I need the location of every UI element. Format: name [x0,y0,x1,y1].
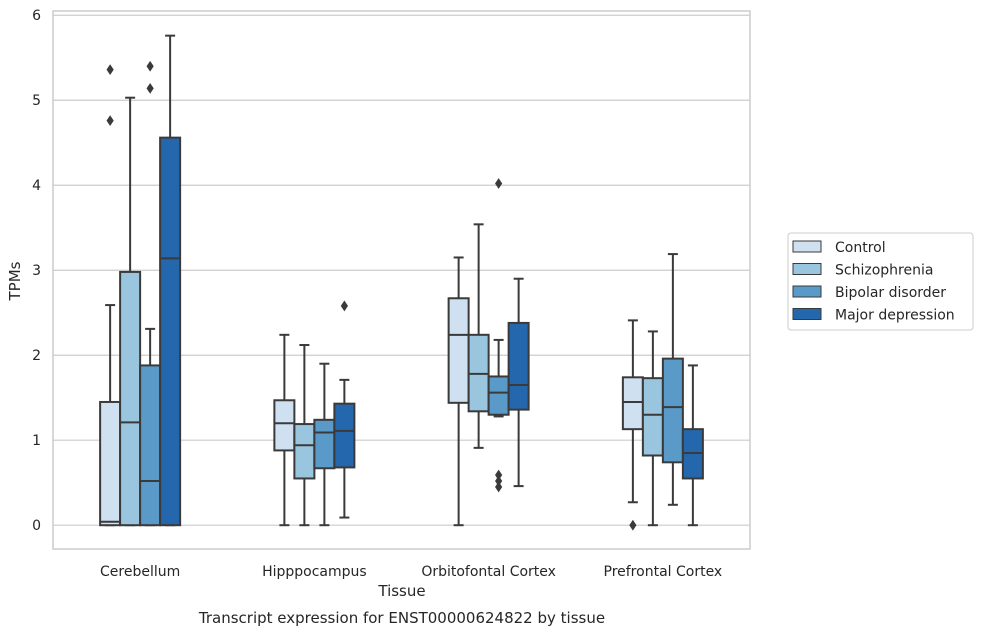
box-group [621,253,704,531]
box [681,364,704,527]
box [333,300,356,519]
legend-item: Schizophrenia [792,263,933,279]
legend-frame [787,232,974,331]
legend-label: Bipolar disorder [835,285,946,301]
legend-label: Schizophrenia [835,263,933,279]
y-tick-label: 3 [32,263,41,279]
legend-item: Control [792,240,886,256]
y-tick-label: 4 [32,178,41,194]
box-groups [99,34,704,531]
box-body [293,423,316,480]
box [139,60,162,527]
legend-swatch [792,263,822,275]
outlier-point [106,64,114,76]
box [487,178,510,493]
legend-label: Major depression [835,308,955,324]
box-body [119,270,142,527]
legend-swatch [792,285,822,298]
chart-caption: Transcript expression for ENST0000062482… [198,609,605,627]
y-tick-label: 1 [32,433,41,449]
box-body [621,376,644,431]
y-tick-label: 5 [32,93,41,109]
outlier-point [106,115,114,127]
box-body [139,364,162,527]
box [661,253,684,506]
box [99,64,122,527]
x-tick-label: Orbitofontal Cortex [421,564,556,580]
y-tick-labels: 0 1 2 3 4 5 6 [32,8,41,534]
y-tick-label: 6 [32,8,41,24]
box-body [487,375,510,416]
x-axis-label: Tissue [377,582,425,600]
box-body [641,377,664,457]
outlier-point [146,60,154,72]
y-axis-label: TPMs [6,261,24,301]
box-body [333,402,356,469]
legend-item: Major depression [792,308,955,324]
outlier-point [629,519,637,531]
box [273,333,296,527]
outlier-point [495,475,503,487]
box [507,277,530,488]
legend: Control Schizophrenia Bipolar disorder Majo… [787,232,974,331]
box-body [507,321,530,411]
plot-frame [52,10,751,550]
box-group [447,178,530,527]
box-body [273,399,296,452]
box-group [273,300,356,527]
legend-label: Control [835,240,886,256]
outlier-point [495,481,503,493]
box-group [99,34,182,527]
x-tick-label: Prefrontal Cortex [604,564,723,580]
box-body [447,297,470,404]
y-tick-label: 0 [32,518,41,534]
x-tick-label: Hipppocampus [262,564,367,580]
box [467,223,490,449]
legend-swatch [792,308,822,320]
box [159,34,182,527]
outlier-point [340,300,348,312]
box [641,330,664,527]
x-tick-label: Cerebellum [100,564,180,580]
y-tick-label: 2 [32,348,41,364]
outlier-point [495,178,503,189]
legend-item: Bipolar disorder [792,285,946,301]
box-body [99,400,122,527]
box [313,362,336,527]
box [293,344,316,527]
box-body [313,418,336,470]
box-body [661,357,684,464]
legend-swatch [792,240,822,253]
box-body [159,136,182,527]
outlier-point [146,82,154,94]
x-tick-labels: Cerebellum Hipppocampus Orbitofontal Corte… [100,564,722,580]
outlier-point [495,469,503,481]
